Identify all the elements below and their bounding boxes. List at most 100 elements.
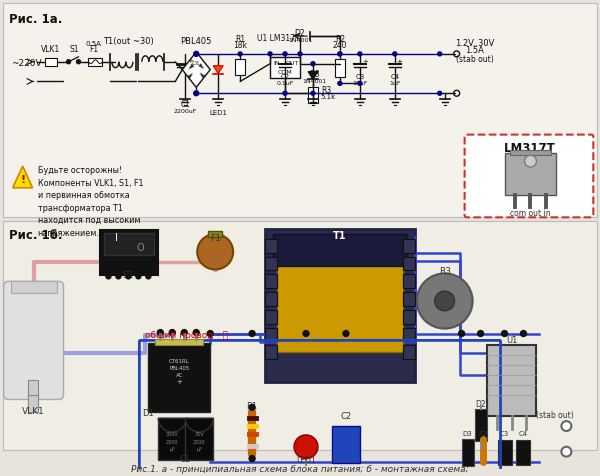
- Polygon shape: [213, 66, 223, 74]
- Text: F1: F1: [89, 45, 98, 54]
- Text: VLK1: VLK1: [41, 45, 60, 54]
- Circle shape: [116, 274, 121, 279]
- Circle shape: [238, 52, 242, 56]
- Text: AC: AC: [176, 373, 183, 378]
- Text: R3: R3: [439, 268, 451, 277]
- Text: D3: D3: [463, 431, 472, 437]
- Text: (stab out): (stab out): [456, 55, 493, 64]
- Circle shape: [358, 81, 362, 85]
- Text: 350V: 350V: [166, 432, 179, 437]
- Text: R2: R2: [478, 431, 487, 437]
- Circle shape: [562, 447, 571, 456]
- Bar: [335, 59, 345, 77]
- Circle shape: [454, 51, 460, 57]
- Text: 240: 240: [332, 41, 347, 50]
- Circle shape: [193, 329, 199, 336]
- Text: µF: µF: [196, 446, 202, 452]
- Text: +: +: [397, 59, 403, 65]
- Text: 2200: 2200: [166, 440, 179, 445]
- Bar: [403, 310, 415, 324]
- Circle shape: [194, 51, 199, 56]
- Bar: [265, 229, 415, 382]
- Circle shape: [338, 52, 342, 56]
- FancyBboxPatch shape: [464, 135, 593, 218]
- Bar: [11, 281, 56, 293]
- Text: ►: ►: [197, 60, 208, 71]
- Bar: [2, 221, 598, 450]
- Text: Рис. 1б.: Рис. 1б.: [8, 229, 62, 242]
- FancyBboxPatch shape: [4, 281, 64, 399]
- Text: VLK1: VLK1: [22, 407, 45, 416]
- Text: LM317T: LM317T: [503, 142, 556, 156]
- Circle shape: [454, 90, 460, 96]
- Text: 1.2V..30V: 1.2V..30V: [455, 39, 494, 48]
- Wedge shape: [185, 418, 213, 432]
- Text: ►: ►: [185, 68, 196, 79]
- Text: ~220V: ~220V: [11, 59, 41, 68]
- Polygon shape: [308, 71, 318, 79]
- Circle shape: [181, 329, 187, 336]
- Bar: [265, 257, 277, 270]
- Bar: [104, 233, 154, 255]
- Circle shape: [303, 330, 309, 337]
- Text: (stab out): (stab out): [536, 411, 573, 420]
- Text: 10uF: 10uF: [352, 81, 368, 86]
- Bar: [88, 58, 103, 66]
- Circle shape: [338, 52, 342, 56]
- Text: D1: D1: [192, 61, 200, 66]
- Text: 5.1k: 5.1k: [321, 94, 336, 100]
- Text: Рис.1. а - принципиальная схема блока питания; б - монтажная схема;: Рис.1. а - принципиальная схема блока пи…: [131, 466, 469, 475]
- Text: D2: D2: [295, 29, 305, 38]
- Bar: [403, 275, 415, 288]
- Circle shape: [502, 330, 508, 337]
- Bar: [265, 239, 277, 253]
- Bar: [265, 292, 277, 306]
- Text: S1: S1: [70, 45, 79, 54]
- Circle shape: [478, 330, 484, 337]
- Circle shape: [146, 274, 151, 279]
- Bar: [208, 231, 222, 237]
- Circle shape: [283, 52, 287, 56]
- Text: COM: COM: [278, 70, 292, 75]
- Circle shape: [338, 81, 342, 85]
- Bar: [273, 234, 407, 266]
- Text: +: +: [187, 58, 193, 64]
- Polygon shape: [182, 52, 210, 87]
- Text: 1.5A: 1.5A: [465, 46, 484, 55]
- Circle shape: [283, 91, 287, 95]
- Bar: [497, 440, 512, 466]
- Text: C3: C3: [355, 74, 364, 80]
- Bar: [487, 345, 536, 416]
- Polygon shape: [13, 166, 32, 188]
- Text: Будьте осторожны!
Компоненты VLK1, S1, F1
и первинная обмотка
трансформатора Т1
: Будьте осторожны! Компоненты VLK1, S1, F…: [38, 166, 143, 238]
- Circle shape: [294, 435, 318, 458]
- Bar: [158, 418, 186, 459]
- Bar: [2, 3, 598, 218]
- Text: D1: D1: [142, 409, 154, 418]
- Text: C4: C4: [519, 431, 528, 437]
- Circle shape: [311, 62, 315, 66]
- Text: F1: F1: [210, 234, 221, 243]
- Text: D3: D3: [310, 70, 320, 79]
- Text: LED1: LED1: [209, 110, 227, 116]
- Circle shape: [298, 52, 302, 56]
- Text: R1: R1: [247, 402, 257, 411]
- Text: C3: C3: [500, 431, 509, 437]
- Circle shape: [157, 329, 163, 336]
- Circle shape: [417, 273, 473, 328]
- Text: O: O: [137, 243, 144, 253]
- Bar: [403, 257, 415, 270]
- Text: +: +: [362, 59, 368, 65]
- Text: 1N4001: 1N4001: [303, 79, 327, 84]
- Circle shape: [197, 234, 233, 269]
- Text: µF: µF: [169, 446, 175, 452]
- Circle shape: [194, 91, 199, 96]
- Text: R2: R2: [335, 35, 345, 44]
- Text: S1: S1: [122, 271, 134, 280]
- Circle shape: [434, 291, 455, 311]
- Text: IN: IN: [274, 61, 280, 66]
- Text: C2: C2: [280, 74, 290, 80]
- Bar: [517, 440, 530, 466]
- Bar: [100, 230, 158, 276]
- Text: PBL405: PBL405: [169, 366, 190, 371]
